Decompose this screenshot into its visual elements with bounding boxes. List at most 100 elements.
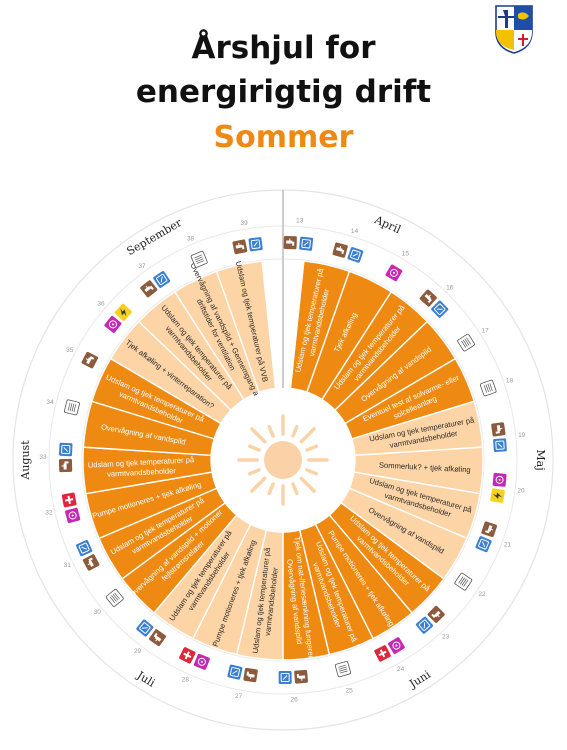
week-number: 23: [442, 633, 450, 640]
meter-icon: [136, 619, 154, 637]
week-number: 20: [517, 488, 525, 495]
tap-icon: [294, 669, 308, 684]
week-number: 26: [291, 697, 299, 704]
thermostat-icon: [479, 379, 497, 397]
tap-icon: [140, 280, 158, 298]
sun-ray: [267, 424, 275, 438]
tap-icon: [491, 422, 506, 437]
year-wheel: Udslam og tjek temperaturer påvarmtvands…: [12, 189, 554, 731]
meter-icon: [299, 236, 314, 251]
week-number: 16: [446, 284, 454, 291]
sun-ray: [299, 476, 316, 493]
pump-icon: [65, 507, 81, 524]
tap-icon: [419, 289, 437, 307]
switch-icon: [61, 492, 77, 508]
tap-icon: [481, 521, 498, 538]
sun-ray: [305, 468, 319, 476]
task-segment: Sommerluk? + tjek afkøling: [353, 446, 484, 495]
week-number: 36: [97, 301, 105, 308]
week-number: 37: [138, 263, 146, 270]
pump-icon: [388, 637, 405, 654]
season-title: Sommer: [213, 120, 354, 155]
week-number: 38: [187, 236, 195, 243]
thermostat-icon: [190, 250, 208, 268]
thermostat-icon: [334, 660, 352, 678]
sun-ray: [250, 427, 267, 444]
week-number: 14: [351, 228, 359, 235]
week-number: 17: [481, 327, 489, 334]
task-segment: Tjek afkøling: [306, 270, 393, 401]
sun-ray: [299, 427, 316, 444]
meter-icon: [76, 540, 93, 557]
sun-ray: [291, 482, 299, 496]
thermostat-icon: [457, 333, 475, 352]
pump-icon: [492, 472, 507, 487]
switch-icon: [179, 647, 196, 664]
tap-icon: [58, 458, 73, 473]
task-label-line: varmtvandsbeholder: [107, 466, 177, 479]
switch-icon: [374, 645, 391, 662]
meter-icon: [347, 247, 364, 263]
week-number: 39: [240, 220, 248, 227]
week-number: 35: [66, 347, 74, 354]
tap-icon: [81, 351, 99, 369]
week-number: 15: [402, 251, 410, 258]
crest-icon: [495, 5, 533, 54]
tap-icon: [82, 554, 100, 571]
week-number: 31: [64, 562, 72, 569]
week-number: 27: [235, 693, 243, 700]
week-number: 28: [182, 676, 190, 683]
week-number: 34: [47, 399, 55, 406]
meter-icon: [493, 438, 507, 453]
title-line-1: Årshjul for: [191, 30, 376, 66]
week-number: 21: [504, 542, 512, 549]
task-label: Udslam og tjek temperaturer påvarmtvands…: [88, 455, 196, 480]
meter-icon: [475, 536, 492, 553]
lightning-icon: [114, 303, 132, 321]
task-segment: Udslam og tjek temperaturer påvarmtvands…: [289, 260, 351, 393]
tap-icon: [232, 239, 248, 255]
sun-icon: [264, 441, 302, 479]
meter-icon: [227, 664, 243, 680]
sun-ray: [267, 482, 275, 496]
thermostat-icon: [105, 588, 124, 607]
pump-icon: [385, 264, 403, 282]
week-number: 19: [518, 432, 526, 439]
tap-icon: [427, 605, 445, 623]
week-number: 13: [296, 218, 304, 225]
meter-icon: [415, 616, 433, 634]
thermostat-icon: [454, 572, 473, 591]
lightning-icon: [490, 488, 505, 503]
month-label: Maj: [534, 449, 547, 470]
meter-icon: [153, 271, 171, 288]
tap-icon: [283, 235, 297, 250]
month-label: August: [19, 440, 32, 481]
week-number: 24: [397, 666, 405, 673]
sun-ray: [291, 424, 299, 438]
tap-icon: [149, 629, 166, 647]
meter-icon: [278, 670, 292, 685]
pump-icon: [193, 653, 210, 670]
thermostat-icon: [63, 399, 80, 416]
title-line-2: energirigtig drift: [135, 74, 432, 110]
week-number: 32: [45, 510, 53, 517]
week-number: 29: [134, 648, 142, 655]
week-number: 18: [506, 378, 514, 385]
sun-ray: [247, 468, 261, 476]
tap-icon: [243, 667, 258, 683]
week-number: 22: [478, 591, 486, 598]
meter-icon: [59, 442, 73, 457]
week-number: 25: [346, 688, 354, 695]
sun-ray: [247, 444, 261, 452]
page-title: Årshjul for energirigtig drift: [0, 26, 567, 114]
pump-icon: [104, 315, 122, 333]
segment-shape: [215, 260, 277, 393]
task-segment: Udslam og tjek temperaturer påvarmtvands…: [82, 446, 213, 495]
meter-icon: [431, 300, 449, 318]
sun-ray: [250, 476, 267, 493]
sun-ray: [305, 444, 319, 452]
tap-icon: [332, 242, 348, 258]
task-segment: Tjek om nat-/feriesænkning fungerer +Ove…: [282, 529, 331, 666]
task-segment: Overvågning af vandspild: [82, 400, 216, 457]
week-number: 30: [94, 609, 102, 616]
